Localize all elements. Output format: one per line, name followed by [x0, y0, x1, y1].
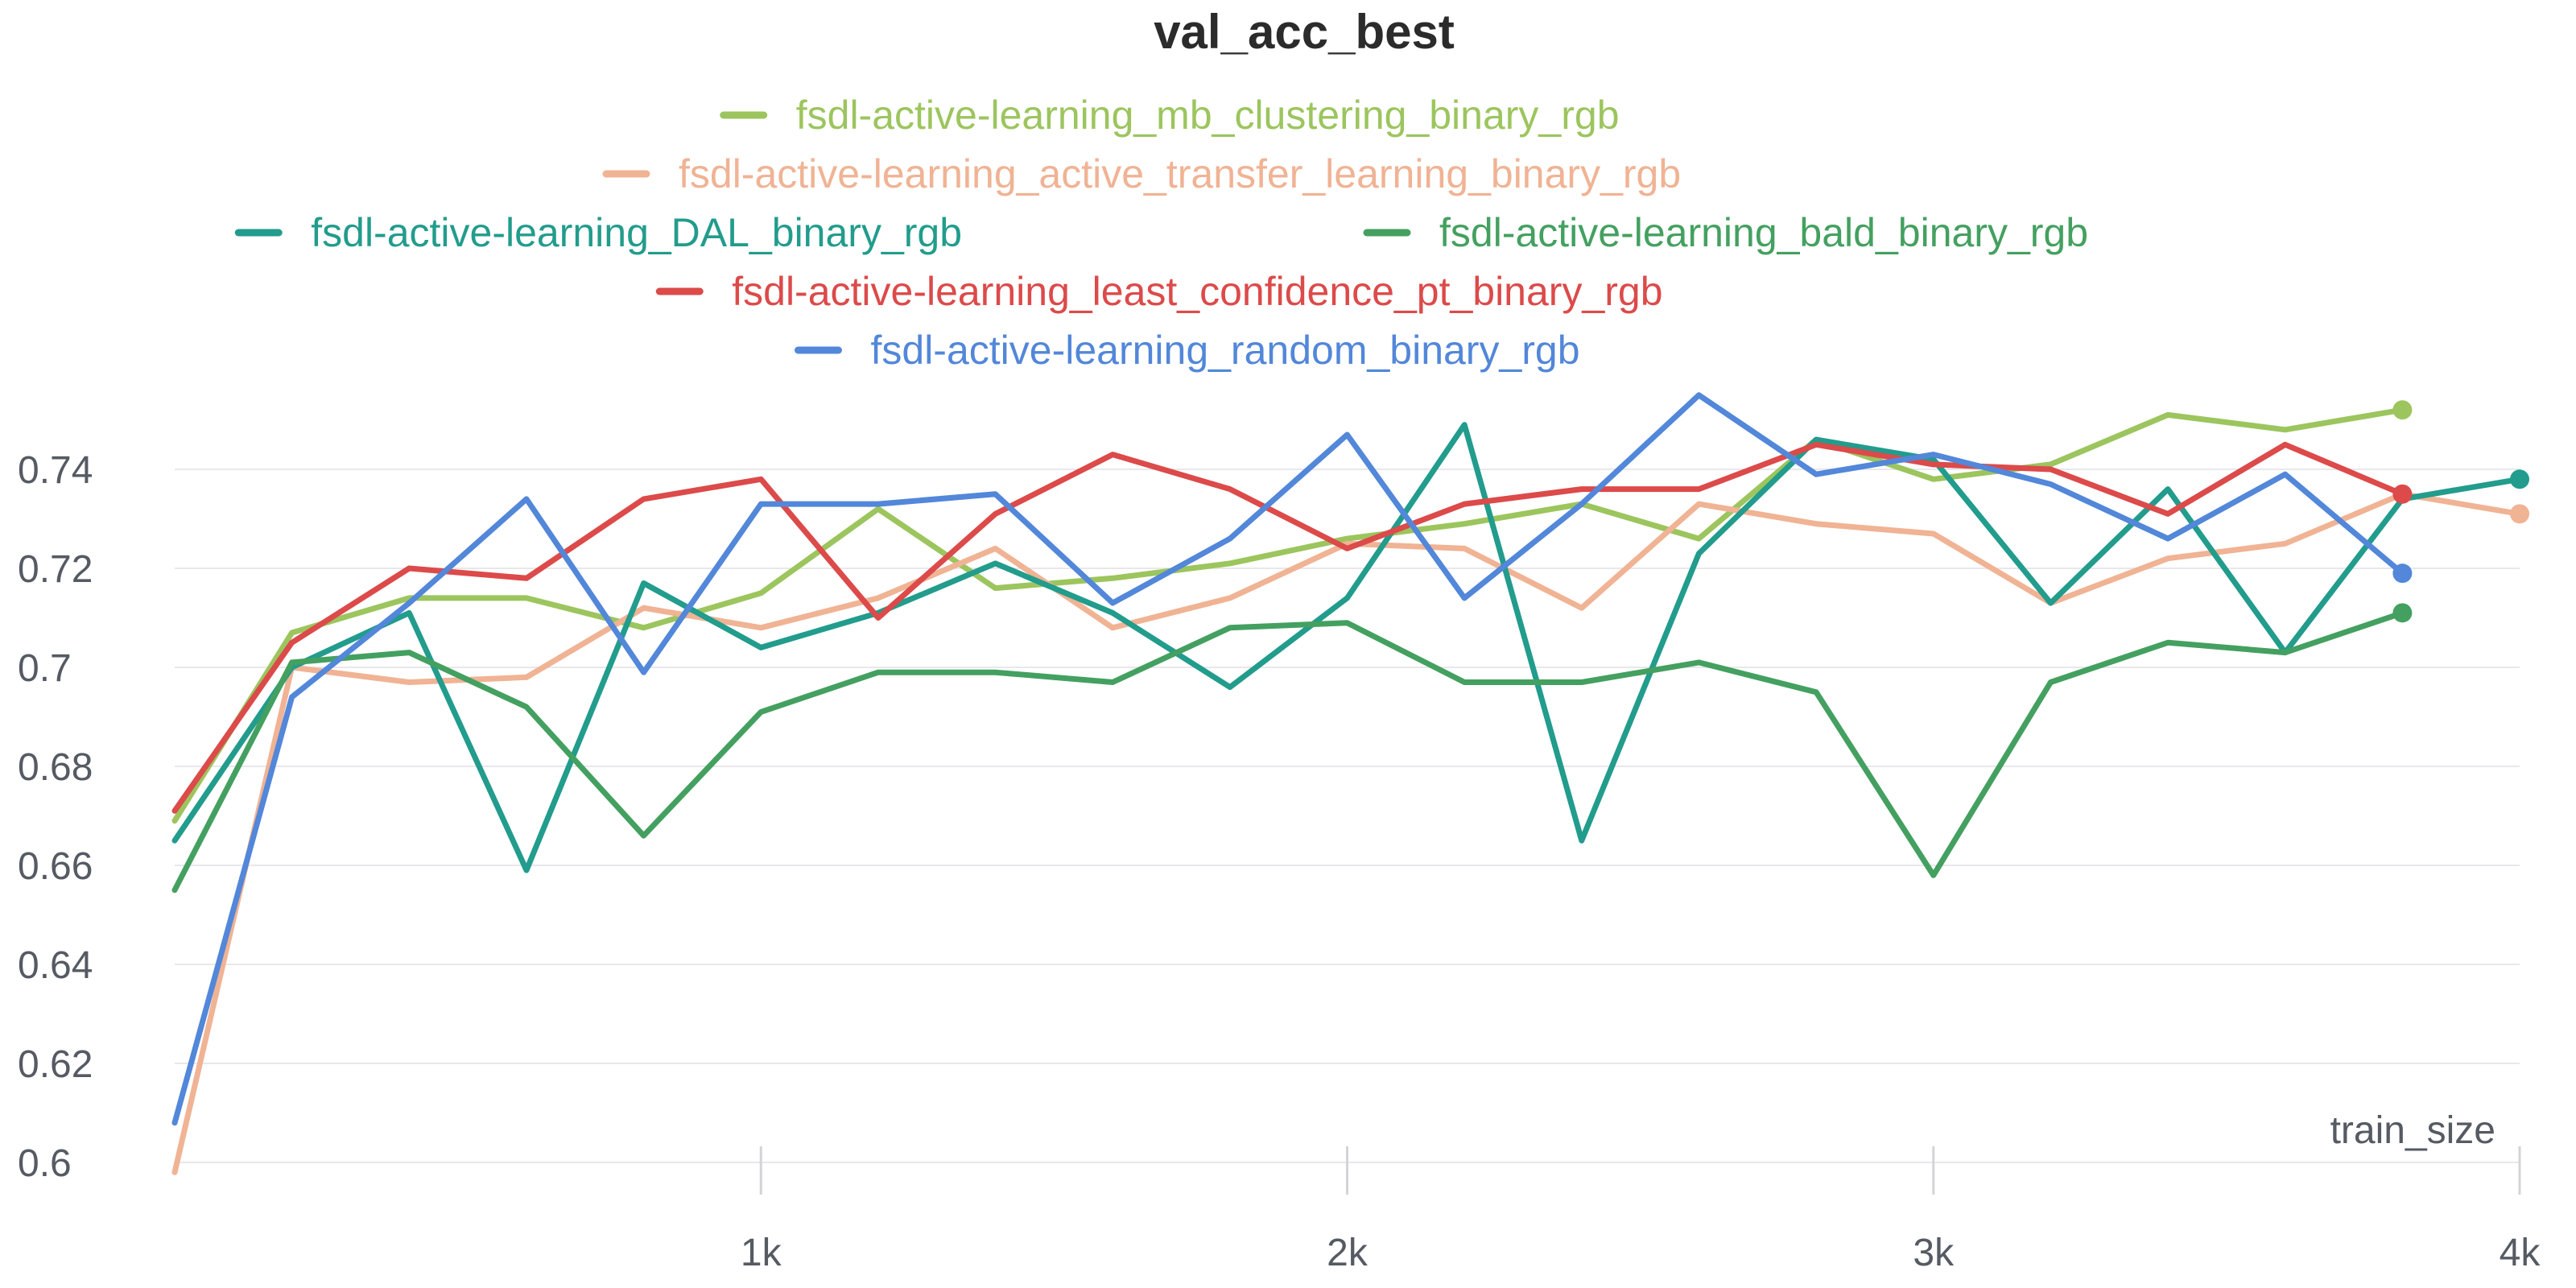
series-end-point-6 — [2392, 564, 2413, 584]
series-end-point-5 — [2392, 484, 2413, 504]
legend: fsdl-active-learning_mb_clustering_binar… — [234, 93, 2088, 373]
x-tick-label: 4k — [2500, 1232, 2541, 1274]
series-end-point-4 — [2392, 603, 2413, 623]
x-tick-label: 1k — [741, 1232, 782, 1274]
legend-label-1: fsdl-active-learning_mb_clustering_binar… — [796, 93, 1620, 138]
x-tick-label: 3k — [1913, 1232, 1955, 1274]
y-tick-label: 0.7 — [18, 647, 72, 690]
series-line-1 — [171, 407, 2405, 824]
y-axis: 0.6 0.62 0.64 0.66 0.68 0.7 0.72 0.74 — [18, 449, 93, 1185]
series-end-point-2 — [2510, 504, 2529, 524]
y-tick-label: 0.66 — [18, 845, 93, 888]
chart-title: val_acc_best — [1154, 5, 1455, 59]
series-line-5 — [171, 441, 2405, 814]
y-tick-label: 0.68 — [18, 746, 93, 789]
x-axis: 1k 2k 3k 4k — [741, 1146, 2541, 1274]
legend-label-5: fsdl-active-learning_least_confidence_pt… — [732, 269, 1662, 314]
x-tick-label: 2k — [1327, 1232, 1368, 1274]
legend-label-2: fsdl-active-learning_active_transfer_lea… — [679, 151, 1681, 196]
y-tick-label: 0.64 — [18, 944, 93, 987]
series-end-point-3 — [2510, 469, 2529, 489]
x-axis-label: train_size — [2330, 1109, 2496, 1152]
series-group — [171, 392, 2529, 1175]
legend-label-3: fsdl-active-learning_DAL_binary_rgb — [311, 210, 962, 255]
y-tick-label: 0.74 — [18, 449, 93, 492]
series-line-3 — [171, 422, 2523, 873]
series-end-point-1 — [2392, 400, 2413, 420]
y-tick-label: 0.72 — [18, 548, 93, 591]
legend-label-4: fsdl-active-learning_bald_binary_rgb — [1439, 210, 2088, 255]
y-tick-label: 0.62 — [18, 1043, 93, 1086]
y-tick-label: 0.6 — [18, 1142, 72, 1185]
series-line-4 — [171, 609, 2405, 894]
series-line-2 — [171, 491, 2523, 1175]
legend-label-6: fsdl-active-learning_random_binary_rgb — [871, 328, 1580, 373]
grid — [175, 469, 2520, 1163]
series-line-6 — [171, 392, 2405, 1126]
